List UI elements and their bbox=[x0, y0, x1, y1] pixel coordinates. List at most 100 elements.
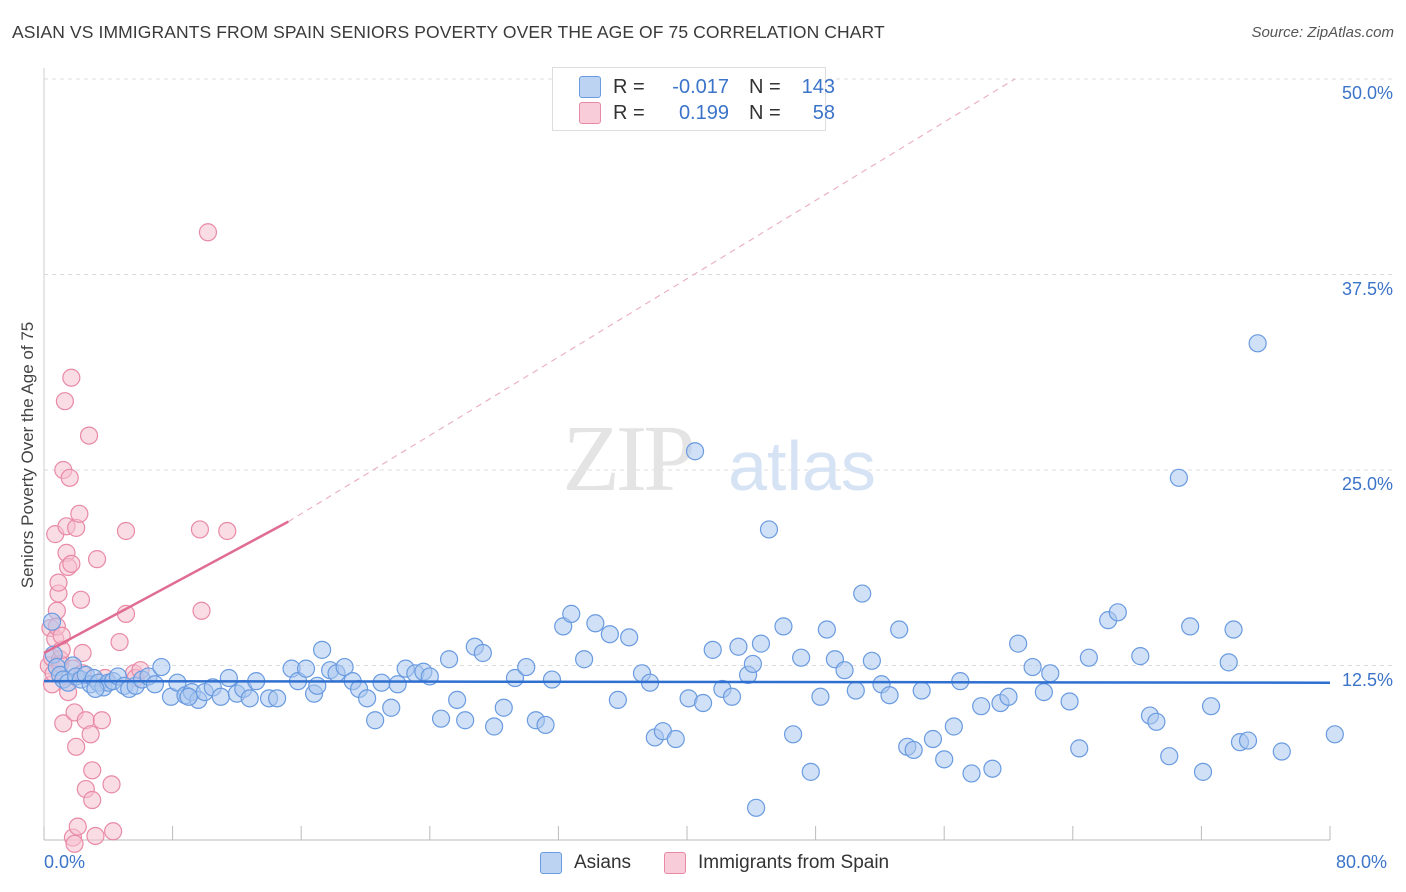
spain-point bbox=[116, 521, 136, 541]
asian-point bbox=[1009, 634, 1028, 653]
asian-point bbox=[1041, 664, 1060, 683]
spain-point bbox=[102, 775, 121, 794]
spain-point bbox=[70, 504, 89, 523]
asian-point bbox=[747, 798, 766, 817]
spain-point bbox=[218, 521, 237, 541]
asian-point bbox=[685, 442, 705, 461]
asian-point bbox=[817, 620, 836, 639]
asian-point bbox=[722, 687, 742, 706]
spain-point bbox=[79, 426, 99, 445]
spain-point bbox=[190, 520, 210, 539]
asian-point bbox=[1060, 692, 1079, 711]
legend-r-label: R = bbox=[613, 75, 645, 98]
spain-point bbox=[83, 761, 102, 780]
asians-swatch bbox=[579, 76, 601, 98]
legend-row-asians: R = -0.017 N = 143 bbox=[579, 74, 835, 100]
asian-point bbox=[620, 628, 639, 647]
spain-point bbox=[62, 368, 81, 387]
asian-point bbox=[1070, 739, 1089, 758]
asian-point bbox=[586, 614, 605, 633]
asian-point bbox=[935, 750, 954, 769]
asian-point bbox=[485, 717, 504, 736]
asian-point bbox=[944, 717, 963, 736]
asian-point bbox=[473, 643, 492, 663]
asian-point bbox=[1023, 657, 1042, 677]
asian-point bbox=[999, 687, 1018, 706]
gridlines bbox=[44, 78, 1392, 666]
spain-point bbox=[49, 573, 68, 592]
asian-point bbox=[219, 668, 238, 688]
asian-point bbox=[1248, 334, 1267, 353]
asian-point bbox=[1147, 712, 1166, 731]
legend-item-spain[interactable]: Immigrants from Spain bbox=[664, 852, 889, 874]
y-tick-label: 12.5% bbox=[1341, 669, 1393, 690]
spain-point bbox=[104, 822, 123, 841]
asian-point bbox=[42, 612, 62, 631]
asian-point bbox=[1181, 617, 1200, 636]
asian-point bbox=[862, 651, 881, 670]
asian-point bbox=[431, 709, 451, 728]
asian-point bbox=[983, 759, 1002, 778]
asian-point bbox=[912, 681, 931, 700]
asian-point bbox=[890, 620, 909, 639]
axes bbox=[43, 68, 1331, 841]
asian-point bbox=[1169, 468, 1188, 487]
asian-point bbox=[312, 640, 332, 659]
x-tick-max: 80.0% bbox=[1336, 852, 1388, 872]
series-asians bbox=[42, 334, 1344, 817]
asian-point bbox=[1219, 653, 1238, 672]
asian-point bbox=[388, 675, 407, 694]
asian-point bbox=[366, 711, 385, 730]
asian-point bbox=[962, 764, 981, 783]
legend-row-spain: R = 0.199 N = 58 bbox=[579, 100, 835, 126]
asian-point bbox=[267, 689, 287, 708]
spain-point bbox=[71, 590, 91, 609]
spain-point bbox=[62, 554, 81, 573]
spain-point bbox=[83, 790, 102, 810]
legend-n-label: N = bbox=[749, 75, 781, 98]
trend-lines bbox=[43, 520, 1331, 684]
asian-point bbox=[86, 679, 105, 699]
asian-point bbox=[759, 520, 779, 539]
y-tick-label: 25.0% bbox=[1341, 474, 1393, 494]
y-tick-label: 37.5% bbox=[1341, 278, 1393, 299]
asian-point bbox=[608, 690, 627, 710]
asian-point bbox=[801, 762, 820, 781]
asian-point bbox=[1272, 742, 1291, 761]
asian-point bbox=[1034, 682, 1053, 702]
asian-point bbox=[562, 604, 581, 623]
asian-point bbox=[853, 584, 872, 603]
asian-point bbox=[743, 654, 763, 674]
spain-point bbox=[92, 711, 111, 730]
asians-legend-label: Asians bbox=[574, 852, 632, 873]
asian-point bbox=[923, 729, 943, 749]
legend-n-value: 58 bbox=[812, 101, 835, 124]
asian-point bbox=[179, 687, 198, 706]
asian-point bbox=[904, 740, 923, 760]
asian-point bbox=[494, 698, 513, 717]
chart-title: ASIAN VS IMMIGRANTS FROM SPAIN SENIORS P… bbox=[12, 22, 885, 42]
asian-point bbox=[1238, 731, 1258, 750]
asian-point bbox=[1325, 725, 1344, 744]
watermark-zip: ZIP bbox=[563, 407, 693, 511]
asian-point bbox=[542, 670, 562, 689]
spain-legend-label: Immigrants from Spain bbox=[698, 852, 890, 873]
asian-point bbox=[1108, 603, 1127, 622]
asian-point bbox=[439, 650, 459, 669]
asian-point bbox=[811, 687, 830, 706]
asian-point bbox=[448, 690, 467, 710]
asian-point bbox=[666, 729, 685, 749]
asian-point bbox=[536, 715, 555, 735]
spain-point bbox=[87, 550, 107, 569]
asian-point bbox=[1079, 648, 1098, 667]
asian-point bbox=[880, 686, 899, 705]
asian-point bbox=[517, 657, 536, 677]
legend-item-asians[interactable]: Asians bbox=[540, 852, 631, 874]
spain-trend-extension bbox=[288, 78, 1016, 523]
series-immigrants-from-spain bbox=[39, 223, 237, 853]
asians-trend-line bbox=[43, 679, 1331, 684]
asian-point bbox=[152, 657, 171, 677]
spain-point bbox=[73, 643, 92, 663]
asian-point bbox=[1201, 697, 1221, 716]
